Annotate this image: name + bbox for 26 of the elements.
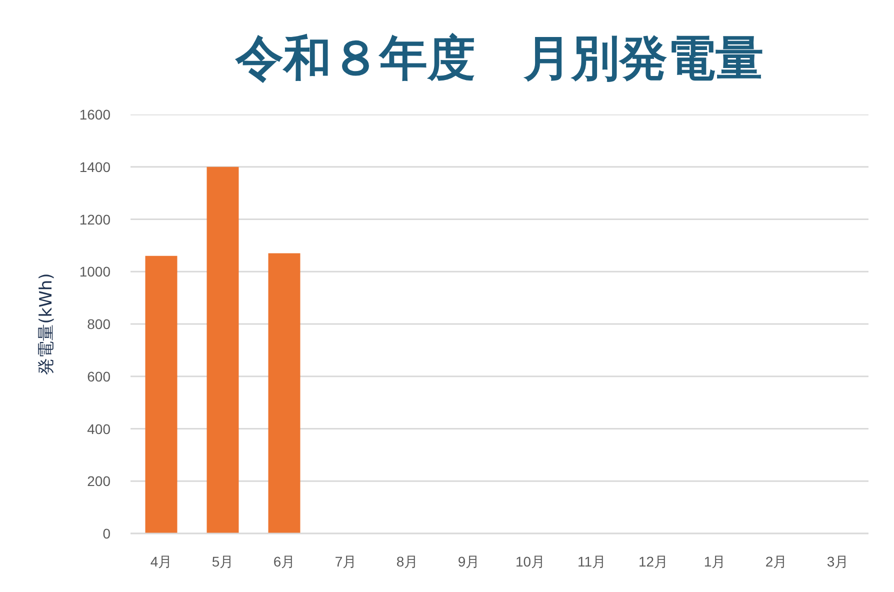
y-tick-label: 200: [87, 473, 111, 490]
bar: [206, 166, 239, 534]
x-tick-label: 5月: [212, 554, 234, 570]
y-tick-label: 1400: [79, 158, 111, 175]
y-tick-label: 0: [102, 526, 111, 542]
bar: [145, 256, 178, 534]
y-tick-label: 400: [87, 420, 111, 437]
x-tick-label: 8月: [396, 554, 418, 570]
x-tick-label: 4月: [150, 554, 172, 570]
x-tick-label: 10月: [515, 554, 546, 570]
x-tick-label: 2月: [765, 554, 788, 570]
bar: [268, 253, 300, 534]
x-tick-label: 3月: [826, 554, 849, 570]
x-tick-label: 1月: [704, 554, 726, 570]
x-tick-label: 9月: [458, 554, 480, 570]
y-tick-label: 1000: [79, 264, 111, 280]
x-tick-label: 6月: [273, 554, 296, 570]
y-tick-label: 1600: [79, 106, 111, 122]
y-tick-label: 800: [87, 316, 111, 332]
chart-title: 令和８年度 月別発電量: [234, 30, 764, 86]
y-axis-title: 発電量(kWh): [36, 273, 56, 375]
x-tick-label: 12月: [638, 554, 668, 570]
y-tick-label: 1200: [79, 211, 111, 228]
y-tick-label: 600: [87, 368, 111, 384]
x-tick-label: 7月: [334, 554, 357, 570]
x-tick-label: 11月: [577, 554, 606, 570]
